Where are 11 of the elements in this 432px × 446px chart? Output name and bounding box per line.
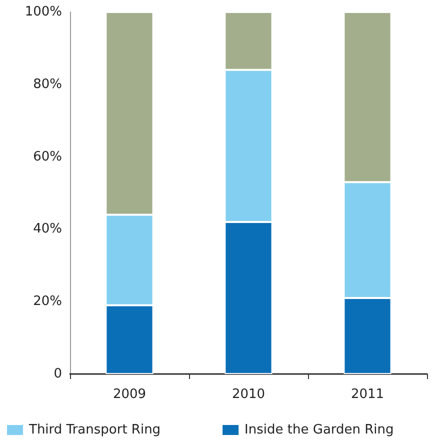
x-tick-label: 2011 <box>350 387 384 402</box>
legend-label: Third Transport Ring <box>28 422 161 438</box>
legend-label: Inside the Garden Ring <box>244 422 394 438</box>
y-tick-label: 40% <box>33 222 62 237</box>
y-tick-label: 80% <box>33 76 62 92</box>
y-tick-label: 20% <box>33 294 62 310</box>
x-tick-label: 2009 <box>112 387 146 402</box>
y-tick-label: 0 <box>54 366 62 382</box>
x-tick-label: 2010 <box>232 387 266 402</box>
y-tick-label: 100% <box>24 4 62 20</box>
y-tick-label: 60% <box>33 149 62 164</box>
